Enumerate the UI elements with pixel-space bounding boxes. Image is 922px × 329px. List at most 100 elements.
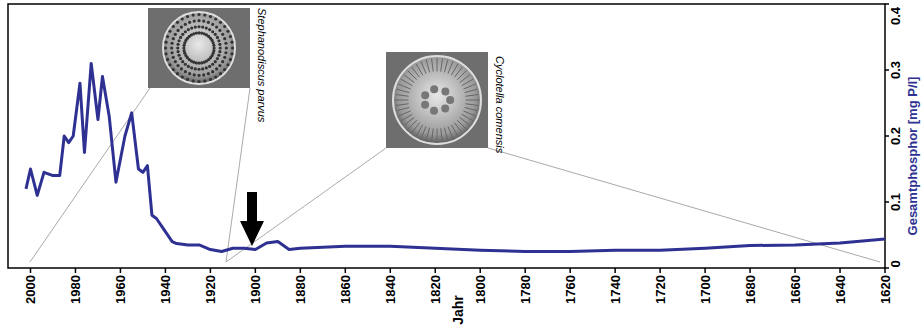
x-tick-label: 1920 xyxy=(203,275,218,304)
x-tick-label: 1700 xyxy=(698,275,713,304)
stria xyxy=(465,95,478,97)
stria xyxy=(463,84,475,89)
stria xyxy=(395,100,408,101)
pore xyxy=(211,23,214,26)
pore xyxy=(225,46,228,49)
x-tick-label: 1820 xyxy=(428,275,443,304)
stria xyxy=(465,89,478,92)
pore xyxy=(181,60,184,63)
stria xyxy=(426,128,429,141)
pore xyxy=(205,66,208,69)
stria xyxy=(441,128,443,141)
stria xyxy=(465,107,478,110)
pore xyxy=(430,107,438,115)
pore xyxy=(218,50,221,53)
y-tick-label: 0.4 xyxy=(888,6,903,25)
y-tick xyxy=(885,3,889,5)
pore xyxy=(219,72,222,75)
pore xyxy=(203,13,206,16)
stria xyxy=(416,64,423,75)
pore xyxy=(214,17,217,20)
pore xyxy=(194,25,197,28)
x-tick xyxy=(210,268,212,273)
y-tick-label: 0.2 xyxy=(888,127,903,145)
stria xyxy=(437,58,438,71)
pore xyxy=(197,13,200,16)
x-tick xyxy=(120,268,122,273)
pore xyxy=(207,72,210,75)
pore xyxy=(174,33,177,36)
pore xyxy=(187,28,190,31)
x-tick-label: 1680 xyxy=(743,275,758,304)
pore xyxy=(190,26,193,29)
pore xyxy=(205,26,208,29)
stria xyxy=(466,100,479,101)
pore xyxy=(172,37,175,40)
pore xyxy=(177,54,180,57)
stria xyxy=(432,59,434,72)
pore xyxy=(214,75,217,78)
y-tick-label: 0 xyxy=(888,260,903,267)
pore xyxy=(190,66,193,69)
x-tick-label: 1860 xyxy=(338,275,353,304)
pore xyxy=(219,46,222,49)
x-tick-label: 1800 xyxy=(473,275,488,304)
pore xyxy=(221,33,224,36)
pore xyxy=(223,37,226,40)
stria xyxy=(463,111,475,116)
stria xyxy=(465,104,478,106)
arrow-shaft xyxy=(247,192,257,222)
species-label: Stephanodiscus parvus xyxy=(256,8,268,123)
pore xyxy=(218,29,221,32)
pore xyxy=(197,80,200,83)
pore xyxy=(217,39,220,42)
stria xyxy=(401,114,412,121)
stria xyxy=(421,61,426,73)
pore xyxy=(197,25,200,28)
pore xyxy=(179,36,182,39)
pore xyxy=(207,21,210,24)
pore xyxy=(170,51,173,54)
pore xyxy=(430,85,438,93)
pore xyxy=(181,17,184,20)
pore xyxy=(186,78,189,81)
stria xyxy=(448,61,453,73)
pore xyxy=(223,56,226,59)
stria xyxy=(432,128,434,141)
stria xyxy=(397,89,410,92)
pore xyxy=(216,57,219,60)
pore xyxy=(223,25,226,28)
x-tick xyxy=(30,268,32,273)
pore xyxy=(209,15,212,18)
pore xyxy=(174,60,177,63)
x-tick xyxy=(524,268,526,273)
pore xyxy=(188,21,191,24)
pore xyxy=(179,57,182,60)
stria xyxy=(444,60,447,73)
pore xyxy=(180,67,183,70)
pore xyxy=(202,19,205,22)
stria xyxy=(396,95,409,97)
pore xyxy=(168,30,171,33)
x-tick-label: 1640 xyxy=(833,275,848,304)
x-tick-label: 1620 xyxy=(878,275,893,304)
x-tick xyxy=(390,268,392,273)
pore xyxy=(202,73,205,76)
pore xyxy=(226,30,229,33)
pore xyxy=(421,91,429,99)
pore xyxy=(184,70,187,73)
stria xyxy=(397,107,410,110)
x-tick-label: 1720 xyxy=(653,275,668,304)
pore xyxy=(221,60,224,63)
x-tick-label: 1840 xyxy=(383,275,398,304)
pore xyxy=(214,33,217,36)
pore xyxy=(172,56,175,59)
pore xyxy=(215,67,218,70)
pore xyxy=(219,21,222,24)
pore xyxy=(166,58,169,61)
x-tick xyxy=(749,268,751,273)
stria xyxy=(396,104,409,106)
x-tick-label: 1980 xyxy=(68,275,83,304)
pore xyxy=(226,63,229,66)
pore xyxy=(170,42,173,45)
